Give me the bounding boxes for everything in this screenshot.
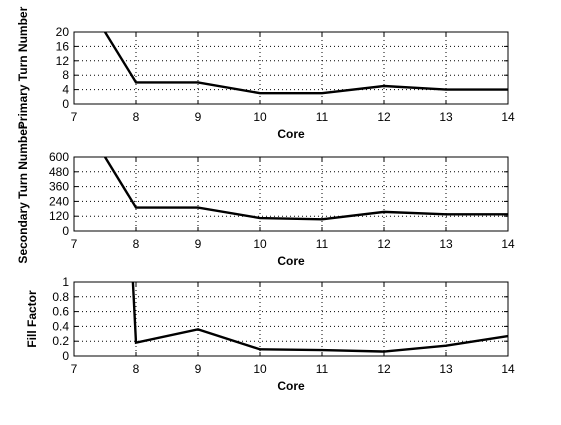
- y-tick-label: 12: [56, 54, 70, 68]
- y-tick-label: 0.4: [52, 319, 69, 333]
- x-tick-label: 9: [195, 110, 202, 124]
- x-tick-label: 11: [316, 110, 329, 124]
- x-tick-label: 7: [71, 362, 78, 376]
- y-tick-label: 480: [49, 165, 69, 179]
- x-tick-label: 8: [133, 110, 140, 124]
- plot-area-frame: [73, 156, 509, 232]
- y-tick-label: 20: [56, 25, 70, 39]
- x-tick-label: 13: [439, 237, 453, 251]
- y-axis-label: Primary Turn Number: [16, 6, 30, 129]
- y-tick-label: 0: [62, 224, 69, 238]
- x-tick-label: 12: [377, 110, 391, 124]
- x-tick-label: 7: [71, 237, 78, 251]
- x-tick-label: 8: [133, 237, 140, 251]
- x-tick-label: 14: [501, 237, 515, 251]
- y-tick-label: 4: [62, 83, 69, 97]
- x-tick-label: 11: [316, 362, 329, 376]
- x-tick-label: 11: [316, 237, 329, 251]
- y-tick-label: 0.6: [52, 305, 69, 319]
- y-axis-label: Secondary Turn Number: [16, 124, 30, 263]
- plot-area-frame: [73, 281, 509, 357]
- x-tick-label: 13: [439, 362, 453, 376]
- y-tick-label: 8: [62, 68, 69, 82]
- x-axis-label: Core: [277, 127, 305, 141]
- y-axis-label: Fill Factor: [25, 290, 39, 348]
- x-tick-label: 10: [253, 362, 267, 376]
- x-tick-label: 7: [71, 110, 78, 124]
- x-axis-label: Core: [277, 379, 305, 393]
- series-line: [103, 31, 508, 95]
- x-axis-label: Core: [277, 254, 305, 268]
- y-tick-label: 0: [62, 97, 69, 111]
- y-tick-label: 16: [56, 39, 70, 53]
- y-tick-label: 0: [62, 349, 69, 363]
- x-tick-label: 14: [501, 110, 515, 124]
- x-tick-label: 12: [377, 362, 391, 376]
- y-tick-label: 360: [49, 180, 69, 194]
- x-tick-label: 13: [439, 110, 453, 124]
- x-tick-label: 9: [195, 362, 202, 376]
- y-tick-label: 0.2: [52, 334, 69, 348]
- chart-panel-3: 7 8 9 10 11 12 13 14 00.20.40.60.81 Core Fill Fact…: [25, 275, 515, 393]
- y-tick-label: 0.8: [52, 290, 69, 304]
- x-tick-label: 9: [195, 237, 202, 251]
- series-line: [103, 156, 508, 221]
- x-tick-label: 10: [253, 237, 267, 251]
- x-tick-label: 14: [501, 362, 515, 376]
- x-tick-label: 8: [133, 362, 140, 376]
- x-tick-label: 12: [377, 237, 391, 251]
- y-tick-label: 120: [49, 209, 69, 223]
- y-tick-label: 240: [49, 194, 69, 208]
- y-tick-label: 600: [49, 150, 69, 164]
- plot-area-frame: [73, 31, 509, 105]
- y-tick-label: 1: [62, 275, 69, 289]
- x-tick-label: 10: [253, 110, 267, 124]
- series-line: [131, 281, 509, 353]
